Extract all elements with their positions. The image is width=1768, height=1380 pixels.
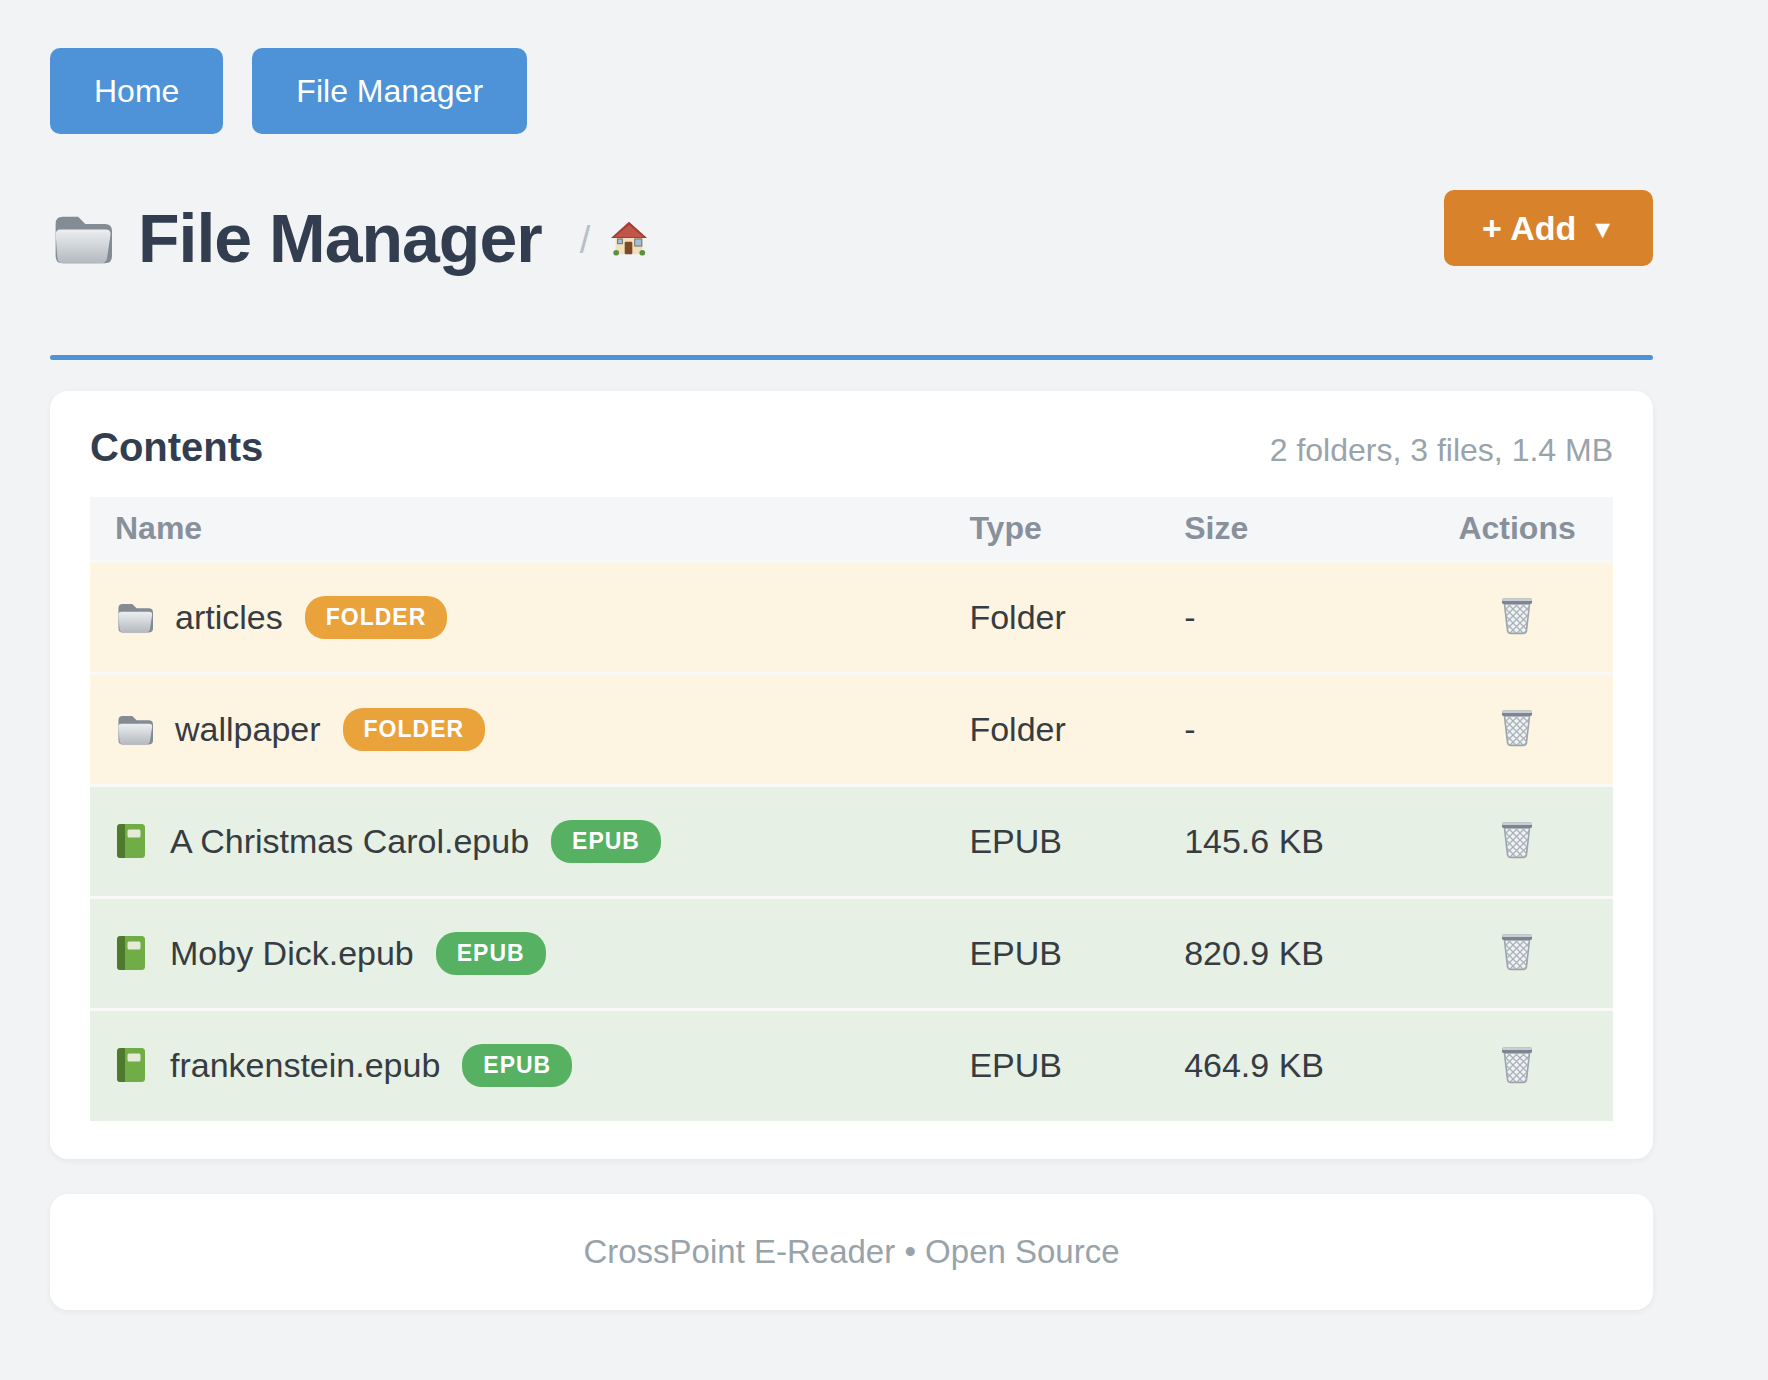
column-header-size: Size <box>1159 497 1421 561</box>
green-book-icon <box>115 823 148 860</box>
folder-icon <box>115 600 153 634</box>
table-row-wallpaper[interactable]: wallpaper FOLDER Folder - <box>90 673 1613 785</box>
breadcrumb: / <box>580 217 649 260</box>
item-type: EPUB <box>944 897 1159 1009</box>
delete-button[interactable] <box>1495 927 1539 975</box>
column-header-type: Type <box>944 497 1159 561</box>
table-row-frankenstein[interactable]: frankenstein.epub EPUB EPUB 464.9 KB <box>90 1009 1613 1121</box>
page-header: File Manager / + Add ▼ <box>50 190 1653 286</box>
item-name[interactable]: wallpaper <box>175 710 321 749</box>
item-size: 820.9 KB <box>1159 897 1421 1009</box>
item-size: - <box>1159 673 1421 785</box>
item-name[interactable]: Moby Dick.epub <box>170 934 414 973</box>
item-type: EPUB <box>944 785 1159 897</box>
breadcrumb-separator: / <box>580 219 591 262</box>
column-header-actions: Actions <box>1421 497 1613 561</box>
item-type: Folder <box>944 673 1159 785</box>
top-nav: Home File Manager <box>50 0 1653 134</box>
add-button-label: + Add <box>1482 209 1576 248</box>
column-header-name: Name <box>90 497 944 561</box>
item-name[interactable]: A Christmas Carol.epub <box>170 822 529 861</box>
nav-home-button[interactable]: Home <box>50 48 223 134</box>
green-book-icon <box>115 1047 148 1084</box>
item-name[interactable]: articles <box>175 598 283 637</box>
item-size: 145.6 KB <box>1159 785 1421 897</box>
table-row-articles[interactable]: articles FOLDER Folder - <box>90 561 1613 673</box>
trash-icon <box>1499 1044 1535 1084</box>
epub-badge: EPUB <box>436 932 546 975</box>
delete-button[interactable] <box>1495 815 1539 863</box>
item-size: - <box>1159 561 1421 673</box>
trash-icon <box>1499 819 1535 859</box>
table-row-christmas-carol[interactable]: A Christmas Carol.epub EPUB EPUB 145.6 K… <box>90 785 1613 897</box>
trash-icon <box>1499 931 1535 971</box>
delete-button[interactable] <box>1495 1040 1539 1088</box>
table-row-moby-dick[interactable]: Moby Dick.epub EPUB EPUB 820.9 KB <box>90 897 1613 1009</box>
add-button[interactable]: + Add ▼ <box>1444 190 1653 266</box>
delete-button[interactable] <box>1495 703 1539 751</box>
page-title: File Manager <box>50 199 542 277</box>
footer-text: CrossPoint E-Reader • Open Source <box>583 1233 1119 1271</box>
folder-badge: FOLDER <box>305 596 448 639</box>
accent-divider <box>50 355 1653 360</box>
trash-icon <box>1499 707 1535 747</box>
contents-card-header: Contents 2 folders, 3 files, 1.4 MB <box>90 425 1613 470</box>
item-size: 464.9 KB <box>1159 1009 1421 1121</box>
file-table: Name Type Size Actions articles FOLDER F… <box>90 497 1613 1121</box>
delete-button[interactable] <box>1495 591 1539 639</box>
epub-badge: EPUB <box>551 820 661 863</box>
folder-icon <box>50 211 112 265</box>
page-title-text: File Manager <box>138 199 542 277</box>
footer-card: CrossPoint E-Reader • Open Source <box>50 1194 1653 1310</box>
contents-heading: Contents <box>90 425 263 470</box>
chevron-down-icon: ▼ <box>1590 215 1615 244</box>
folder-icon <box>115 712 153 746</box>
item-type: Folder <box>944 561 1159 673</box>
contents-card: Contents 2 folders, 3 files, 1.4 MB Name… <box>50 391 1653 1159</box>
page-container: Home File Manager File Manager / + Add ▼… <box>50 0 1653 1310</box>
contents-summary: 2 folders, 3 files, 1.4 MB <box>1270 432 1613 469</box>
item-name[interactable]: frankenstein.epub <box>170 1046 440 1085</box>
green-book-icon <box>115 935 148 972</box>
epub-badge: EPUB <box>462 1044 572 1087</box>
trash-icon <box>1499 595 1535 635</box>
home-icon[interactable] <box>610 219 648 257</box>
nav-file-manager-button[interactable]: File Manager <box>252 48 527 134</box>
table-header-row: Name Type Size Actions <box>90 497 1613 561</box>
item-type: EPUB <box>944 1009 1159 1121</box>
folder-badge: FOLDER <box>343 708 486 751</box>
